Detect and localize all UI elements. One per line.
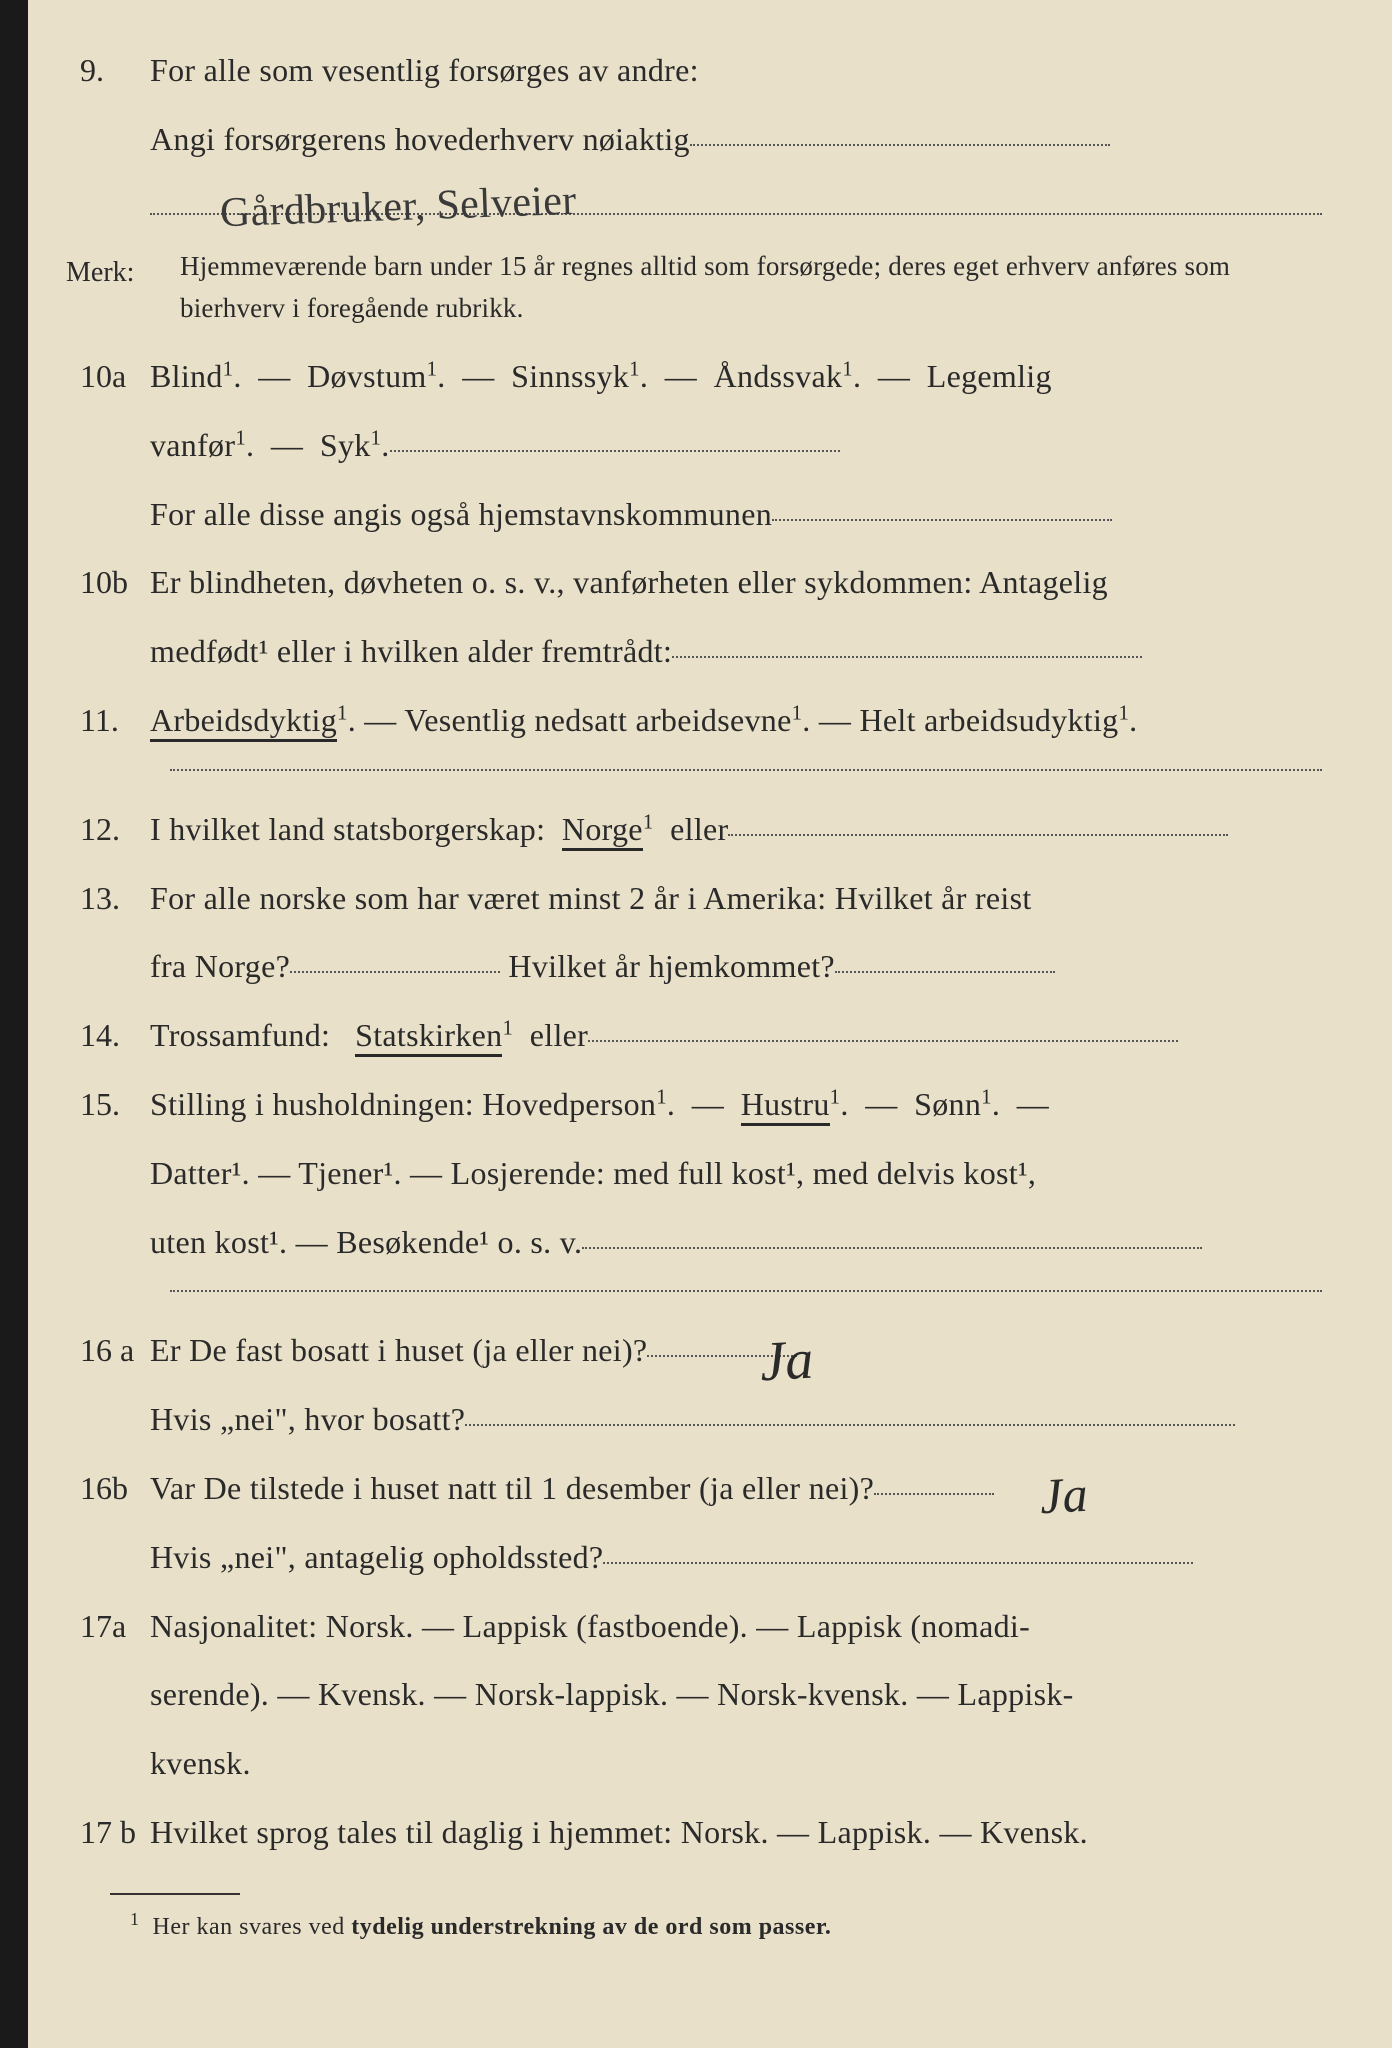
q13-text1: For alle norske som har været minst 2 år…: [150, 868, 1322, 929]
q10b-num: 10b: [60, 552, 150, 613]
blank-line: [603, 1562, 1193, 1564]
q16a-num: 16 a: [60, 1320, 150, 1381]
q15-text2: Datter¹. — Tjener¹. — Losjerende: med fu…: [150, 1143, 1322, 1204]
merk-row: Merk: Hjemmeværende barn under 15 år reg…: [60, 246, 1322, 330]
q16a-line2: Hvis „nei", hvor bosatt?: [60, 1389, 1322, 1450]
q10a-line3: For alle disse angis også hjemstavnskomm…: [60, 484, 1322, 545]
footnote-rule: [110, 1893, 240, 1895]
q17a-line2: serende). — Kvensk. — Norsk-lappisk. — N…: [60, 1664, 1322, 1725]
q14: 14. Trossamfund: Statskirken1 eller: [60, 1005, 1322, 1066]
q10b-line2: medfødt¹ eller i hvilken alder fremtrådt…: [60, 621, 1322, 682]
q16b-num: 16b: [60, 1458, 150, 1519]
q9-handwriting-row: Gårdbruker, Selveier: [60, 178, 1322, 239]
q16a-line1: 16 a Er De fast bosatt i huset (ja eller…: [60, 1320, 1322, 1381]
q16b-line1: 16b Var De tilstede i huset natt til 1 d…: [60, 1458, 1322, 1519]
blank-line: [588, 1040, 1178, 1042]
q9-line1: 9. For alle som vesentlig forsørges av a…: [60, 40, 1322, 101]
merk-text: Hjemmeværende barn under 15 år regnes al…: [180, 246, 1322, 330]
q13-num: 13.: [60, 868, 150, 929]
merk-label: Merk:: [60, 246, 180, 330]
q10b-text1: Er blindheten, døvheten o. s. v., vanfør…: [150, 552, 1322, 613]
q17a-line3: kvensk.: [60, 1733, 1322, 1794]
handwritten-answer: Ja: [1038, 1447, 1091, 1544]
q17b-text: Hvilket sprog tales til daglig i hjemmet…: [150, 1802, 1322, 1863]
q17a-num: 17a: [60, 1596, 150, 1657]
q12: 12. I hvilket land statsborgerskap: Norg…: [60, 799, 1322, 860]
blank-line: [835, 971, 1055, 973]
blank-line: [772, 519, 1112, 521]
q11-num: 11.: [60, 690, 150, 751]
q13-line2: fra Norge? Hvilket år hjemkommet?: [60, 936, 1322, 997]
q16b-line2: Hvis „nei", antagelig opholdssted?: [60, 1527, 1322, 1588]
q9-num: 9.: [60, 40, 150, 101]
q10a-num: 10a: [60, 346, 150, 407]
footnote: 1 Her kan svares ved tydelig understrekn…: [60, 1909, 1322, 1941]
q12-num: 12.: [60, 799, 150, 860]
q9-text1: For alle som vesentlig forsørges av andr…: [150, 40, 1322, 101]
q17a-text3: kvensk.: [150, 1733, 1322, 1794]
q13-line1: 13. For alle norske som har været minst …: [60, 868, 1322, 929]
q14-num: 14.: [60, 1005, 150, 1066]
q17a-text1: Nasjonalitet: Norsk. — Lappisk (fastboen…: [150, 1596, 1322, 1657]
q17a-line1: 17a Nasjonalitet: Norsk. — Lappisk (fast…: [60, 1596, 1322, 1657]
q15-line2: Datter¹. — Tjener¹. — Losjerende: med fu…: [60, 1143, 1322, 1204]
q15-num: 15.: [60, 1074, 150, 1135]
handwritten-answer: Gårdbruker, Selveier: [219, 161, 578, 253]
q17b-num: 17 b: [60, 1802, 150, 1863]
blank-line: [582, 1247, 1202, 1249]
q10b-line1: 10b Er blindheten, døvheten o. s. v., va…: [60, 552, 1322, 613]
q10a-line2: vanfør1. — Syk1.: [60, 415, 1322, 476]
q9-line2: Angi forsørgerens hovederhverv nøiaktig: [60, 109, 1322, 170]
blank-line: [390, 450, 840, 452]
blank-line: [465, 1424, 1235, 1426]
blank-line: [874, 1493, 994, 1495]
q15-line1: 15. Stilling i husholdningen: Hovedperso…: [60, 1074, 1322, 1135]
blank-line: [690, 144, 1110, 146]
q15-line3: uten kost¹. — Besøkende¹ o. s. v.: [60, 1212, 1322, 1273]
blank-line: [728, 834, 1228, 836]
q17b: 17 b Hvilket sprog tales til daglig i hj…: [60, 1802, 1322, 1863]
blank-line: [290, 971, 500, 973]
blank-line: [170, 1290, 1322, 1292]
q10a-line1: 10a Blind1. — Døvstum1. — Sinnssyk1. — Å…: [60, 346, 1322, 407]
q17a-text2: serende). — Kvensk. — Norsk-lappisk. — N…: [150, 1664, 1322, 1725]
blank-line: [672, 656, 1142, 658]
handwritten-answer: Ja: [757, 1307, 816, 1416]
q11: 11. Arbeidsdyktig1. — Vesentlig nedsatt …: [60, 690, 1322, 751]
q9-text2: Angi forsørgerens hovederhverv nøiaktig: [150, 121, 690, 157]
blank-line: [170, 769, 1322, 771]
